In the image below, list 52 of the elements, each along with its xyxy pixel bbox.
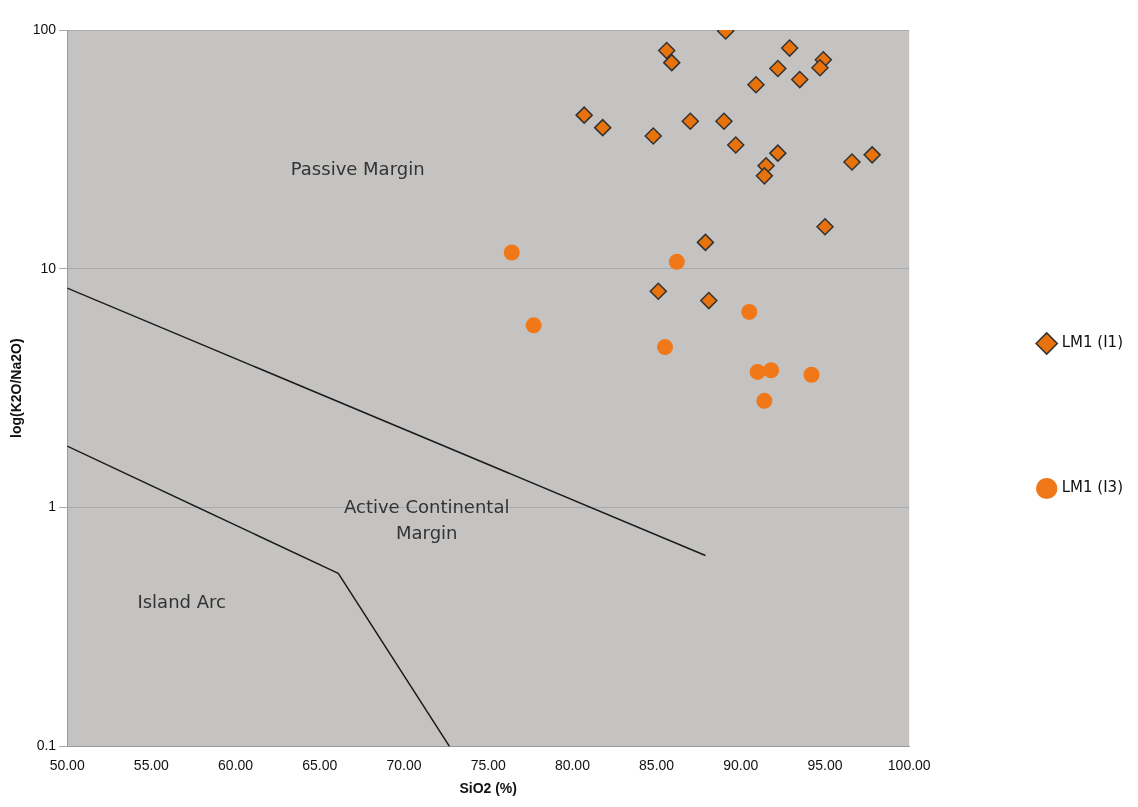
x-tick-label: 75.00 (470, 756, 506, 773)
point (700, 291, 718, 310)
legend-label: LM1 (I3) (1061, 478, 1124, 497)
x-tick-label: 85.00 (639, 756, 675, 773)
x-tick-label: 65.00 (302, 756, 338, 773)
point (644, 127, 662, 145)
y-axis-title: log(K2O/Na2O) (8, 338, 25, 438)
point (747, 75, 765, 94)
point (657, 339, 674, 356)
annotation: Island Arc (137, 590, 226, 612)
x-tick-label: 70.00 (386, 756, 422, 773)
point (791, 70, 809, 89)
point (755, 167, 774, 185)
x-tick-label: 55.00 (133, 756, 170, 773)
x-tick-label: 90.00 (723, 756, 759, 773)
point (769, 144, 787, 162)
point (769, 59, 787, 78)
y-tick-label: 10 (40, 259, 57, 276)
point (756, 392, 773, 409)
y-tick-label: 0.1 (36, 737, 57, 754)
point (663, 53, 681, 72)
point (843, 153, 861, 171)
x-tick-label: 50.00 (49, 756, 85, 773)
x-tick-label: 95.00 (807, 756, 843, 773)
point (780, 39, 799, 57)
point (763, 362, 780, 379)
annotation: Passive Margin (290, 158, 425, 180)
point (803, 366, 820, 383)
point (863, 146, 881, 164)
point (525, 317, 542, 334)
annotation: Active Continental Margin (344, 496, 510, 544)
point (649, 282, 668, 301)
point (811, 58, 829, 77)
y-tick-label: 1 (48, 498, 57, 515)
x-tick-label: 60.00 (218, 756, 254, 773)
x-tick-label: 100.00 (887, 756, 931, 773)
point (503, 244, 520, 261)
point (816, 218, 834, 236)
point (741, 303, 758, 320)
x-tick-label: 80.00 (554, 756, 591, 773)
x-axis-title: SiO2 (%) (459, 780, 517, 797)
point (657, 41, 676, 60)
point (727, 136, 745, 154)
point (715, 112, 733, 130)
point (681, 112, 700, 130)
point (696, 233, 715, 252)
point (668, 253, 685, 270)
legend-label: LM1 (I1) (1061, 333, 1124, 352)
y-tick-label: 100 (32, 20, 57, 37)
point (575, 106, 593, 124)
point (749, 363, 766, 380)
point (593, 118, 612, 137)
